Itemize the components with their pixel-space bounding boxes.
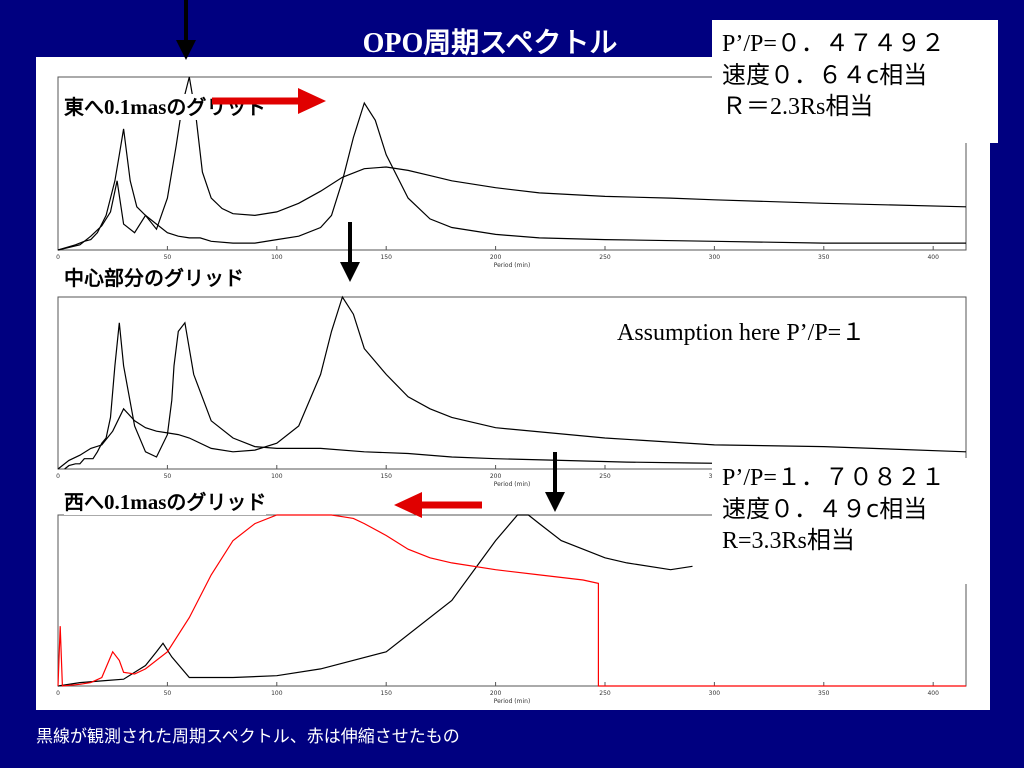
x-tick-label: 350 bbox=[818, 690, 830, 697]
west-label-pre: 西へ bbox=[64, 490, 104, 514]
east-velocity-line: 速度０．６４c相当 bbox=[722, 61, 928, 89]
east-radius-line: Ｒ＝2.3Rs相当 bbox=[722, 92, 874, 120]
series-line-2 bbox=[57, 295, 967, 470]
west-grid-label: 西へ0.1masのグリッド bbox=[64, 489, 267, 515]
x-tick-label: 50 bbox=[164, 690, 172, 697]
x-tick-label: 350 bbox=[818, 254, 830, 261]
plot-frame bbox=[57, 296, 967, 470]
x-tick-label: 200 bbox=[490, 690, 502, 697]
slide-caption: 黒線が観測された周期スペクトル、赤は伸縮させたもの bbox=[36, 727, 460, 747]
east-red-arrow bbox=[212, 88, 326, 114]
x-tick-label: 400 bbox=[927, 254, 939, 261]
plot-frame bbox=[57, 76, 967, 251]
east-ratio-line1: P’/P=０．４７４９２ bbox=[722, 31, 945, 57]
x-axis-label: Period (min) bbox=[494, 698, 531, 705]
x-tick-label: 250 bbox=[599, 690, 611, 697]
east-ratio-box: P’/P=０．４７４９２ 速度０．６４c相当 Ｒ＝2.3Rs相当 bbox=[712, 20, 998, 143]
x-tick-label: 100 bbox=[271, 473, 283, 480]
west-ratio-box: P’/P=１．７０８２１ 速度０．４９c相当 R=3.3Rs相当 bbox=[712, 458, 986, 584]
x-tick-label: 0 bbox=[56, 690, 60, 697]
x-tick-label: 0 bbox=[56, 473, 60, 480]
x-axis-label: Period (min) bbox=[494, 481, 531, 488]
x-tick-label: 200 bbox=[490, 254, 502, 261]
west-label-num: 0.1mas bbox=[104, 490, 167, 514]
chart-panel: 0 50 100 150 200 250 300 350 400 Period (min) 0 50 1… bbox=[36, 57, 990, 710]
charts-svg: 0 50 100 150 200 250 300 350 400 Period (min) 0 50 1… bbox=[56, 76, 967, 705]
west-black-arrow bbox=[545, 452, 565, 512]
x-tick-label: 300 bbox=[709, 254, 721, 261]
x-tick-label: 100 bbox=[271, 690, 283, 697]
chart-3: 0 50 100 150 200 250 300 350 400 Period (min) bbox=[56, 514, 967, 705]
west-radius-line: R=3.3Rs相当 bbox=[722, 526, 855, 554]
x-tick-label: 50 bbox=[164, 254, 172, 261]
chart-1: 0 50 100 150 200 250 300 350 400 Period (min) bbox=[56, 76, 967, 269]
assumption-text: Assumption here P’/P=１ bbox=[617, 320, 866, 346]
x-tick-label: 150 bbox=[380, 473, 392, 480]
x-tick-label: 250 bbox=[599, 473, 611, 480]
east-label-pre: 東へ bbox=[64, 95, 104, 119]
slide-title: OPO周期スペクトル bbox=[362, 28, 618, 59]
top-black-arrow bbox=[176, 0, 196, 60]
center-black-arrow bbox=[340, 222, 360, 282]
series-line-1 bbox=[64, 321, 967, 470]
plot-frame bbox=[57, 514, 967, 687]
east-label-num: 0.1mas bbox=[104, 95, 167, 119]
west-label-post: のグリッド bbox=[166, 490, 267, 514]
west-ratio-line1: P’/P=１．７０８２１ bbox=[722, 463, 945, 491]
x-tick-label: 200 bbox=[490, 473, 502, 480]
x-tick-label: 400 bbox=[927, 690, 939, 697]
west-red-arrow bbox=[394, 492, 482, 518]
x-tick-label: 150 bbox=[380, 254, 392, 261]
series-line-2 bbox=[57, 101, 966, 251]
x-axis-label: Period (min) bbox=[494, 262, 531, 269]
x-tick-label: 0 bbox=[56, 254, 60, 261]
x-tick-label: 50 bbox=[164, 473, 172, 480]
x-tick-label: 300 bbox=[709, 690, 721, 697]
series-line-1 bbox=[57, 76, 967, 251]
x-tick-label: 150 bbox=[380, 690, 392, 697]
x-tick-label: 100 bbox=[271, 254, 283, 261]
series-line-1 bbox=[57, 514, 693, 687]
west-velocity-line: 速度０．４９c相当 bbox=[722, 495, 928, 523]
x-tick-label: 250 bbox=[599, 254, 611, 261]
series-line-2 bbox=[57, 514, 966, 687]
center-grid-label: 中心部分のグリッド bbox=[64, 265, 244, 291]
